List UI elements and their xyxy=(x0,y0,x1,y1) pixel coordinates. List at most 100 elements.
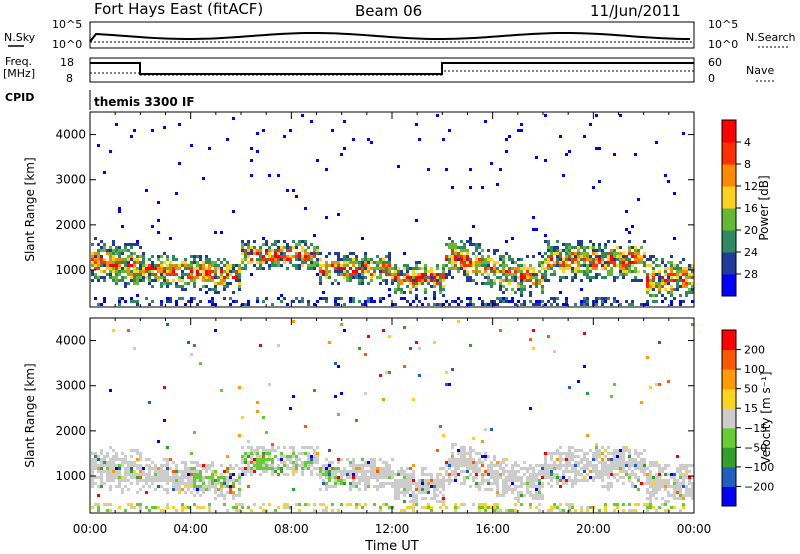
echo-cell xyxy=(208,258,211,261)
echo-cell xyxy=(574,482,577,485)
echo-cell xyxy=(649,491,652,494)
echo-cell xyxy=(433,494,436,497)
echo-cell xyxy=(448,303,451,306)
echo-cell xyxy=(277,473,280,476)
echo-cell xyxy=(505,470,508,473)
echo-cell xyxy=(130,264,133,267)
echo-cell xyxy=(628,464,631,467)
echo-cell xyxy=(277,258,280,261)
echo-cell xyxy=(472,270,475,273)
nave-line xyxy=(90,70,694,76)
echo-cell xyxy=(601,252,604,255)
echo-cell xyxy=(91,476,94,479)
echo-cell xyxy=(352,458,355,461)
echo-cell xyxy=(127,461,130,464)
echo-cell xyxy=(172,470,175,473)
echo-cell xyxy=(502,479,505,482)
echo-cell xyxy=(565,455,568,458)
colorbar-segment xyxy=(722,486,736,507)
echo-cell xyxy=(271,446,274,449)
echo-cell xyxy=(292,461,295,464)
echo-cell xyxy=(583,297,586,300)
echo-cell xyxy=(520,267,523,270)
echo-cell xyxy=(367,335,370,338)
echo-cell xyxy=(313,255,316,258)
echo-cell xyxy=(472,458,475,461)
echo-cell xyxy=(124,249,127,252)
echo-cell xyxy=(475,246,478,249)
echo-cell xyxy=(118,255,121,258)
echo-cell xyxy=(310,473,313,476)
echo-cell xyxy=(634,476,637,479)
echo-cell xyxy=(292,300,295,303)
echo-cell xyxy=(103,261,106,264)
echo-cell xyxy=(142,258,145,261)
echo-cell xyxy=(676,485,679,488)
echo-cell xyxy=(670,294,673,297)
echo-cell xyxy=(595,449,598,452)
echo-cell xyxy=(262,243,265,246)
echo-cell xyxy=(403,279,406,282)
echo-cell xyxy=(640,261,643,264)
echo-cell xyxy=(556,467,559,470)
echo-cell xyxy=(514,497,517,500)
echo-cell xyxy=(682,282,685,285)
echo-cell xyxy=(166,270,169,273)
echo-cell xyxy=(586,434,589,437)
echo-cell xyxy=(235,479,238,482)
echo-cell xyxy=(481,186,484,189)
echo-cell xyxy=(463,452,466,455)
echo-cell xyxy=(328,476,331,479)
echo-cell xyxy=(586,276,589,279)
echo-cell xyxy=(94,452,97,455)
echo-cell xyxy=(385,461,388,464)
echo-cell xyxy=(661,282,664,285)
echo-cell xyxy=(448,467,451,470)
echo-cell xyxy=(562,267,565,270)
echo-cell xyxy=(607,452,610,455)
echo-cell xyxy=(211,270,214,273)
echo-cell xyxy=(154,476,157,479)
echo-cell xyxy=(262,261,265,264)
echo-cell xyxy=(463,503,466,506)
echo-cell xyxy=(640,452,643,455)
echo-cell xyxy=(196,264,199,267)
echo-cell xyxy=(649,482,652,485)
echo-cell xyxy=(544,276,547,279)
echo-cell xyxy=(508,258,511,261)
echo-cell xyxy=(493,267,496,270)
echo-cell xyxy=(277,506,280,509)
echo-cell xyxy=(472,467,475,470)
echo-cell xyxy=(586,467,589,470)
echo-cell xyxy=(631,473,634,476)
echo-cell xyxy=(361,470,364,473)
echo-cell xyxy=(676,279,679,282)
echo-cell xyxy=(541,467,544,470)
echo-cell xyxy=(211,473,214,476)
echo-cell xyxy=(646,503,649,506)
echo-cell xyxy=(553,461,556,464)
echo-cell xyxy=(637,261,640,264)
echo-cell xyxy=(376,276,379,279)
echo-cell xyxy=(484,264,487,267)
echo-cell xyxy=(676,276,679,279)
echo-cell xyxy=(496,506,499,509)
echo-cell xyxy=(190,273,193,276)
echo-cell xyxy=(673,264,676,267)
echo-cell xyxy=(274,509,277,512)
echo-cell xyxy=(115,264,118,267)
echo-cell xyxy=(688,482,691,485)
echo-cell xyxy=(148,509,151,512)
echo-cell xyxy=(595,114,598,117)
echo-cell xyxy=(214,479,217,482)
echo-cell xyxy=(340,258,343,261)
echo-cell xyxy=(364,479,367,482)
echo-cell xyxy=(91,255,94,258)
echo-cell xyxy=(238,473,241,476)
echo-cell xyxy=(94,458,97,461)
echo-cell xyxy=(385,464,388,467)
echo-cell xyxy=(148,273,151,276)
echo-cell xyxy=(385,264,388,267)
echo-cell xyxy=(244,455,247,458)
echo-cell xyxy=(415,273,418,276)
